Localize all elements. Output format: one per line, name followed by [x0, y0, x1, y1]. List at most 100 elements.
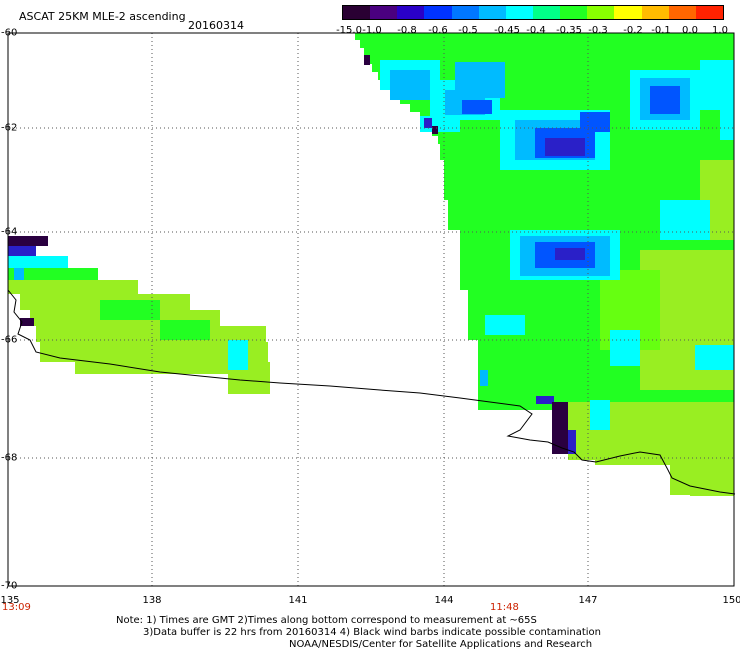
swath-band: [392, 88, 734, 96]
colorbar-tick-label: -1.0: [362, 25, 382, 36]
note-line-3: NOAA/NESDIS/Center for Satellite Applica…: [289, 639, 593, 650]
swath-band: [8, 268, 98, 280]
swath-band: [384, 80, 734, 88]
wind-blotch: [462, 100, 492, 114]
colorbar-segment: [560, 6, 588, 19]
note-line-1: Note: 1) Times are GMT 2)Times along bot…: [116, 615, 537, 626]
wind-blotch: [455, 62, 505, 98]
latitude-label: -68: [1, 452, 18, 464]
longitude-label: 144: [434, 595, 454, 606]
colorbar-tick-label: 0.0: [682, 25, 698, 36]
latitude-label: -66: [1, 334, 18, 346]
wind-blotch: [650, 86, 680, 114]
swath-band: [228, 374, 270, 386]
colorbar-segment: [668, 6, 696, 19]
swath-band: [595, 455, 670, 465]
swath-band: [100, 300, 160, 320]
wind-blotch: [555, 248, 585, 260]
wind-blotch: [695, 345, 734, 370]
latitude-label: -62: [1, 122, 18, 134]
colorbar-tick-label: -15.0: [336, 25, 362, 36]
plot-frame: [7, 32, 735, 587]
contamination-pixel: [432, 126, 438, 134]
wind-blotch: [390, 70, 430, 100]
time-label-mid: 11:48: [490, 602, 519, 613]
colorbar-segment: [532, 6, 561, 19]
swath-band: [410, 104, 734, 112]
swath-band: [368, 56, 734, 64]
colorbar: [342, 5, 724, 20]
contamination-pixel: [8, 236, 48, 246]
contamination-pixel: [536, 396, 554, 404]
colorbar-tick-label: -0.2: [623, 25, 643, 36]
wind-blotch: [14, 268, 24, 280]
colorbar-segment: [370, 6, 398, 19]
coastline: [7, 289, 736, 495]
contamination-pixel: [424, 118, 432, 128]
note-line-2: 3)Data buffer is 22 hrs from 20160314 4)…: [143, 627, 601, 638]
swath-band: [36, 326, 266, 342]
map-title: ASCAT 25KM MLE-2 ascending: [19, 10, 186, 23]
wind-blotch: [720, 110, 734, 140]
swath-band: [228, 386, 270, 394]
colorbar-segment: [343, 6, 371, 19]
swath-band: [75, 362, 270, 374]
colorbar-segment: [614, 6, 642, 19]
latitude-label: -60: [1, 27, 18, 39]
contamination-pixel: [552, 402, 568, 454]
swath-band: [40, 342, 268, 362]
swath-right: [355, 33, 734, 496]
map-date: 20160314: [188, 19, 244, 32]
wind-blotch: [228, 340, 248, 370]
swath-band: [160, 320, 210, 340]
wind-blotch: [480, 370, 488, 386]
swath-band: [8, 280, 138, 294]
longitude-label: 141: [288, 595, 308, 606]
colorbar-segment: [424, 6, 452, 19]
colorbar-tick-label: -0.35: [556, 25, 582, 36]
colorbar-segment: [641, 6, 669, 19]
colorbar-tick-label: -0.1: [651, 25, 671, 36]
contamination-pixel: [364, 55, 370, 65]
colorbar-tick-label: -0.5: [458, 25, 478, 36]
colorbar-tick-label: -0.6: [428, 25, 448, 36]
colorbar-tick-label: 1.0: [712, 25, 728, 36]
wind-blotch: [700, 60, 734, 110]
latitude-label: -64: [1, 226, 18, 238]
time-label-start: 13:09: [2, 602, 31, 613]
swath-band: [378, 72, 734, 80]
longitude-label: 147: [578, 595, 598, 606]
wind-blotch: [610, 330, 640, 366]
colorbar-segment: [505, 6, 533, 19]
colorbar-segment: [695, 6, 723, 19]
contamination-pixel: [8, 246, 36, 256]
swath-band: [690, 480, 734, 496]
latitude-label: -70: [1, 580, 18, 592]
colorbar-segment: [478, 6, 506, 19]
wind-blotch: [590, 400, 610, 430]
wind-blotch: [485, 315, 525, 335]
longitude-label: 135: [0, 595, 20, 606]
lat-lon-grid: [8, 33, 734, 586]
swath-band: [372, 64, 734, 72]
contamination-pixel: [568, 430, 576, 454]
swath-band: [355, 33, 734, 40]
swath-band: [360, 40, 734, 48]
colorbar-tick-label: -0.4: [526, 25, 546, 36]
colorbar-tick-label: -0.8: [397, 25, 417, 36]
colorbar-segment: [587, 6, 615, 19]
wind-blotch: [660, 200, 710, 240]
wind-blotch: [580, 112, 610, 132]
longitude-label: 150: [722, 595, 740, 606]
swath-left: [8, 236, 270, 394]
wind-blotch: [545, 138, 585, 156]
colorbar-tick-label: -0.3: [588, 25, 608, 36]
swath-band: [400, 96, 734, 104]
colorbar-segment: [397, 6, 425, 19]
swath-band: [364, 48, 734, 56]
colorbar-tick-label: -0.45: [494, 25, 520, 36]
longitude-label: 138: [142, 595, 162, 606]
colorbar-segment: [451, 6, 479, 19]
swath-band: [8, 256, 68, 268]
